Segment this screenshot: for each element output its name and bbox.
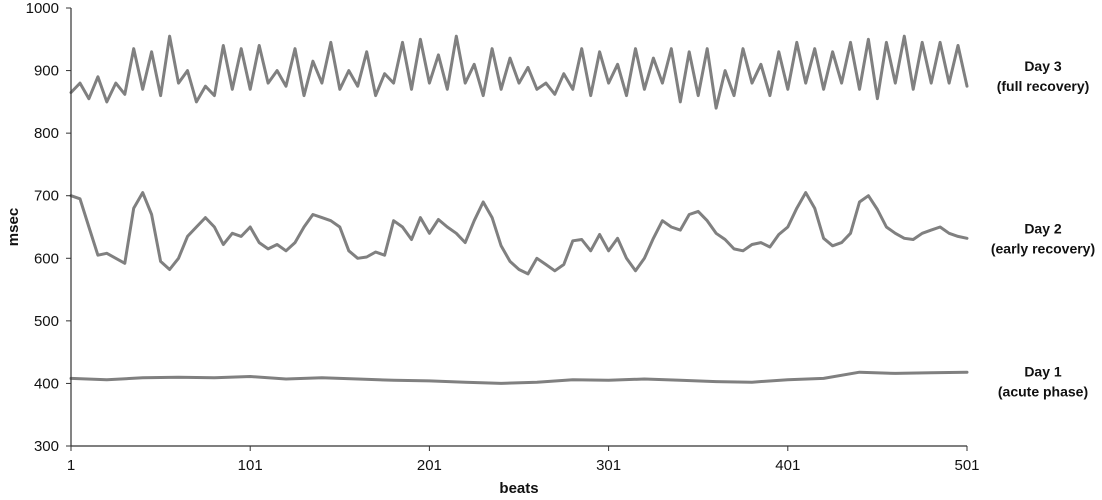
series-line-2 [69,191,969,276]
y-tick-label: 800 [34,125,59,142]
series-labels: Day 3 (full recovery) Day 2 (early recovery… [991,58,1095,400]
y-tick-label: 300 [34,438,59,455]
x-tick-label: 1 [67,457,75,474]
series-label: Day 1 (acute phase) [998,364,1088,400]
x-tick-label: 301 [596,457,621,474]
series-label: Day 3 (full recovery) [997,58,1090,94]
y-tick-label: 1000 [26,0,59,17]
series-label-line: Day 2 [1024,221,1062,237]
y-tick-label: 600 [34,250,59,267]
y-tick-label: 500 [34,313,59,330]
series-label-line: Day 1 [1024,364,1062,380]
series-label: Day 2 (early recovery) [991,221,1095,257]
series-label-line: (early recovery) [991,241,1095,257]
series-label-line: Day 3 [1024,58,1062,74]
y-tick-label: 400 [34,375,59,392]
series-line-3 [69,370,969,385]
y-axis-title: msec [5,208,22,246]
series-line-1 [69,34,969,110]
y-tick-label: 900 [34,63,59,80]
y-axis-ticks: 300 400 500 600 700 800 900 1000 [26,0,71,455]
series-label-line: (acute phase) [998,384,1088,400]
x-tick-label: 201 [417,457,442,474]
x-tick-label: 401 [775,457,800,474]
x-axis-ticks: 1 101 201 301 401 501 [67,446,980,474]
x-tick-label: 501 [954,457,979,474]
x-axis-title: beats [499,480,538,497]
series-label-line: (full recovery) [997,78,1090,94]
series-lines [69,34,969,385]
y-tick-label: 700 [34,188,59,205]
x-tick-label: 101 [238,457,263,474]
